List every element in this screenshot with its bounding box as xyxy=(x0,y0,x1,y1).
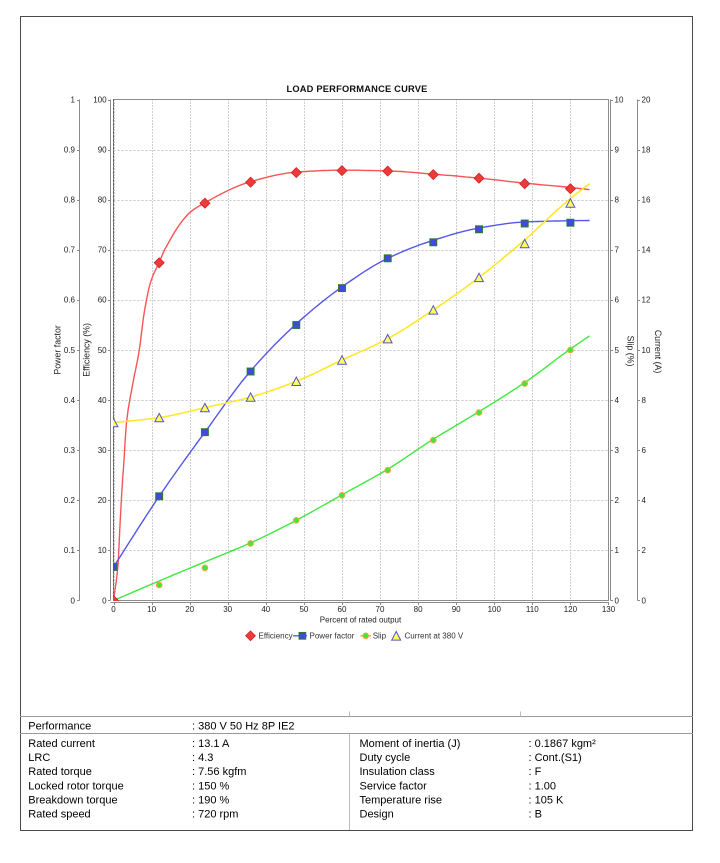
svg-text:Insulation class: Insulation class xyxy=(360,766,436,778)
svg-text:: 150 %: : 150 % xyxy=(192,780,230,792)
svg-text:LOAD PERFORMANCE CURVE: LOAD PERFORMANCE CURVE xyxy=(286,84,427,94)
svg-text:Performance: Performance xyxy=(28,721,91,733)
svg-text:90: 90 xyxy=(98,145,107,154)
svg-text:40: 40 xyxy=(98,396,107,405)
svg-text:50: 50 xyxy=(98,346,107,355)
svg-text:10: 10 xyxy=(98,546,107,555)
svg-text:20: 20 xyxy=(185,605,194,614)
svg-text:14: 14 xyxy=(642,246,651,255)
svg-text:4: 4 xyxy=(615,396,620,405)
svg-text:30: 30 xyxy=(98,446,107,455)
svg-text:1: 1 xyxy=(71,95,76,104)
svg-text:: 190 %: : 190 % xyxy=(192,794,230,806)
svg-text:Rated current: Rated current xyxy=(28,738,95,750)
svg-text:Locked rotor torque: Locked rotor torque xyxy=(28,780,123,792)
svg-text:0.9: 0.9 xyxy=(64,145,76,154)
svg-text:3: 3 xyxy=(615,446,620,455)
svg-text:0.8: 0.8 xyxy=(64,196,76,205)
svg-text:Efficiency: Efficiency xyxy=(259,632,293,641)
svg-text:: 4.3: : 4.3 xyxy=(192,752,213,764)
svg-text:Rated torque: Rated torque xyxy=(28,766,92,778)
svg-text:Rated speed: Rated speed xyxy=(28,809,90,821)
svg-text:60: 60 xyxy=(98,296,107,305)
svg-text:0: 0 xyxy=(111,605,116,614)
svg-text:100: 100 xyxy=(93,95,107,104)
svg-text:Slip (%): Slip (%) xyxy=(625,336,635,367)
svg-text:: 0.1867 kgm²: : 0.1867 kgm² xyxy=(529,738,597,750)
svg-text:0.7: 0.7 xyxy=(64,246,76,255)
svg-text:Power factor: Power factor xyxy=(310,632,355,641)
svg-text:0.2: 0.2 xyxy=(64,496,76,505)
svg-text:: 720 rpm: : 720 rpm xyxy=(192,809,238,821)
svg-text:120: 120 xyxy=(564,605,578,614)
svg-text:16: 16 xyxy=(642,196,651,205)
svg-text:LRC: LRC xyxy=(28,752,50,764)
svg-text:0.1: 0.1 xyxy=(64,546,76,555)
svg-text:110: 110 xyxy=(526,605,539,614)
svg-text:0.4: 0.4 xyxy=(64,396,76,405)
svg-text:: B: : B xyxy=(529,809,542,821)
svg-text:8: 8 xyxy=(615,196,620,205)
svg-text:130: 130 xyxy=(602,605,616,614)
svg-text:Slip: Slip xyxy=(373,632,387,641)
svg-text:2: 2 xyxy=(615,496,620,505)
svg-text:0: 0 xyxy=(102,596,107,605)
svg-text:: 7.56 kgfm: : 7.56 kgfm xyxy=(192,766,246,778)
svg-text:Moment of inertia (J): Moment of inertia (J) xyxy=(360,738,461,750)
svg-text:Percent of rated output: Percent of rated output xyxy=(320,615,402,624)
svg-text:6: 6 xyxy=(615,296,620,305)
svg-text:Service factor: Service factor xyxy=(360,780,428,792)
svg-text:18: 18 xyxy=(642,145,651,154)
svg-text:Current (A): Current (A) xyxy=(653,330,663,374)
svg-text:9: 9 xyxy=(615,145,620,154)
svg-text:10: 10 xyxy=(615,95,624,104)
svg-text:100: 100 xyxy=(488,605,502,614)
svg-text:12: 12 xyxy=(642,296,651,305)
svg-text:Duty cycle: Duty cycle xyxy=(360,752,411,764)
svg-text:50: 50 xyxy=(299,605,308,614)
svg-text:1: 1 xyxy=(615,546,620,555)
svg-text:80: 80 xyxy=(414,605,423,614)
svg-text:0: 0 xyxy=(642,596,647,605)
svg-text:7: 7 xyxy=(615,246,620,255)
svg-text:Breakdown torque: Breakdown torque xyxy=(28,794,117,806)
svg-text:0.6: 0.6 xyxy=(64,296,76,305)
svg-text:Efficiency (%): Efficiency (%) xyxy=(82,323,92,377)
svg-text:10: 10 xyxy=(642,346,651,355)
svg-text:60: 60 xyxy=(338,605,347,614)
svg-text:: 1.00: : 1.00 xyxy=(529,780,557,792)
svg-text:: Cont.(S1): : Cont.(S1) xyxy=(529,752,582,764)
svg-text:8: 8 xyxy=(642,396,647,405)
svg-text:Design: Design xyxy=(360,809,394,821)
svg-text:Temperature rise: Temperature rise xyxy=(360,794,443,806)
svg-text:0: 0 xyxy=(615,596,620,605)
svg-text:40: 40 xyxy=(261,605,270,614)
svg-text:Current at 380 V: Current at 380 V xyxy=(405,632,464,641)
svg-text:5: 5 xyxy=(615,346,620,355)
svg-text:20: 20 xyxy=(642,95,651,104)
svg-text:4: 4 xyxy=(642,496,647,505)
svg-text:70: 70 xyxy=(98,246,107,255)
svg-text:0: 0 xyxy=(71,596,76,605)
svg-text:0.3: 0.3 xyxy=(64,446,76,455)
svg-text:80: 80 xyxy=(98,196,107,205)
svg-text:: 380 V 50 Hz 8P IE2: : 380 V 50 Hz 8P IE2 xyxy=(192,721,295,733)
svg-text:70: 70 xyxy=(376,605,385,614)
svg-text:30: 30 xyxy=(223,605,232,614)
svg-text:: 13.1 A: : 13.1 A xyxy=(192,738,230,750)
svg-text:6: 6 xyxy=(642,446,647,455)
svg-text:0.5: 0.5 xyxy=(64,346,76,355)
svg-text:Power factor: Power factor xyxy=(53,325,63,374)
svg-text:90: 90 xyxy=(452,605,461,614)
svg-text:20: 20 xyxy=(98,496,107,505)
svg-text:2: 2 xyxy=(642,546,647,555)
svg-text:: 105 K: : 105 K xyxy=(529,794,565,806)
svg-text:: F: : F xyxy=(529,766,542,778)
svg-text:10: 10 xyxy=(147,605,156,614)
